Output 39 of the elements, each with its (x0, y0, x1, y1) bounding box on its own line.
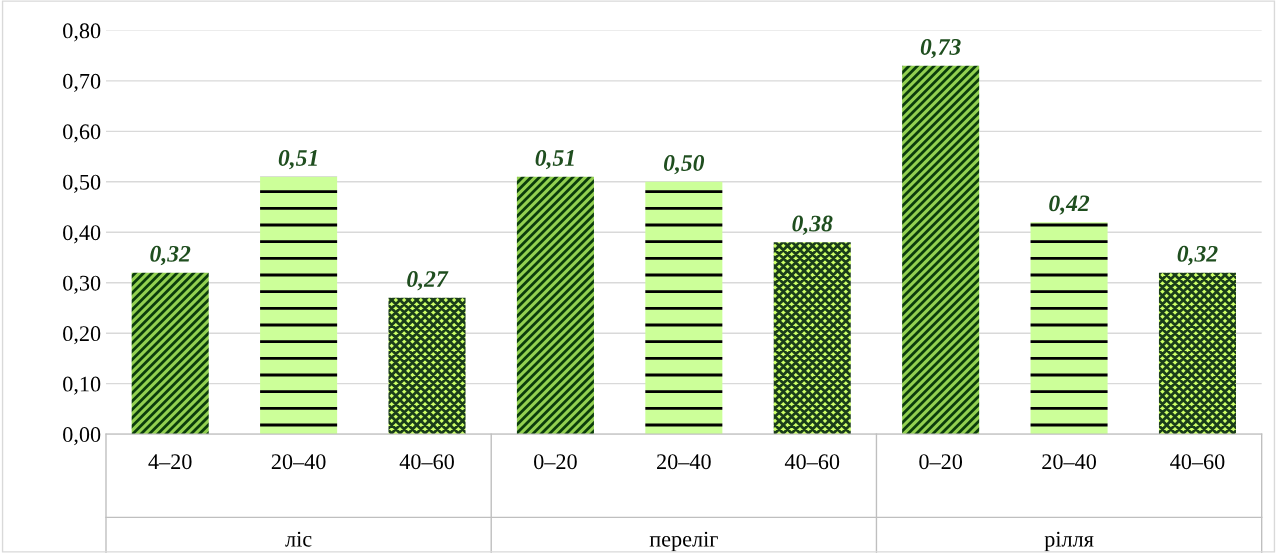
x-tick-label: 40–60 (784, 454, 840, 470)
bar (1030, 222, 1108, 435)
data-label: 0,42 (1049, 195, 1090, 215)
data-label: 0,27 (407, 271, 449, 291)
data-label: 0,51 (278, 149, 317, 170)
x-tick-label: 0–20 (919, 454, 963, 470)
bar (645, 181, 723, 435)
bar (773, 242, 851, 435)
bar (260, 176, 338, 435)
data-label: 0,50 (663, 155, 705, 175)
data-label: 0,32 (150, 245, 191, 266)
bar (516, 176, 594, 435)
y-tick-label: 0,60 (63, 124, 101, 143)
x-tick-label: 40–60 (1170, 454, 1225, 470)
x-tick-label: 20–40 (271, 454, 326, 470)
y-tick-label: 0,50 (63, 174, 101, 193)
data-label: 0,32 (1177, 245, 1218, 266)
y-tick-label: 0,30 (63, 275, 101, 294)
text: переліг (649, 531, 718, 552)
y-tick-label: 0,00 (63, 427, 101, 446)
x-tick-label: 4–20 (148, 454, 192, 470)
y-tick-label: 0,40 (63, 225, 101, 244)
y-tick-label: 0,10 (63, 376, 101, 395)
x-tick-label: 20–40 (657, 454, 711, 470)
text: рілля (1044, 531, 1094, 552)
data-label: 0,51 (535, 149, 574, 170)
text: ліс (285, 531, 312, 547)
x-tick-label: 20–40 (1042, 454, 1096, 470)
bar (131, 272, 209, 435)
y-tick-label: 0,20 (63, 326, 101, 345)
data-label: 0,38 (792, 215, 833, 235)
bar (388, 297, 466, 435)
y-tick-label: 0,80 (63, 23, 101, 42)
data-label: 0,73 (920, 38, 961, 59)
bar (902, 65, 980, 435)
bar (1158, 272, 1236, 435)
y-tick-label: 0,70 (63, 73, 101, 92)
x-tick-label: 40–60 (399, 454, 454, 470)
x-tick-label: 0–20 (534, 454, 577, 470)
